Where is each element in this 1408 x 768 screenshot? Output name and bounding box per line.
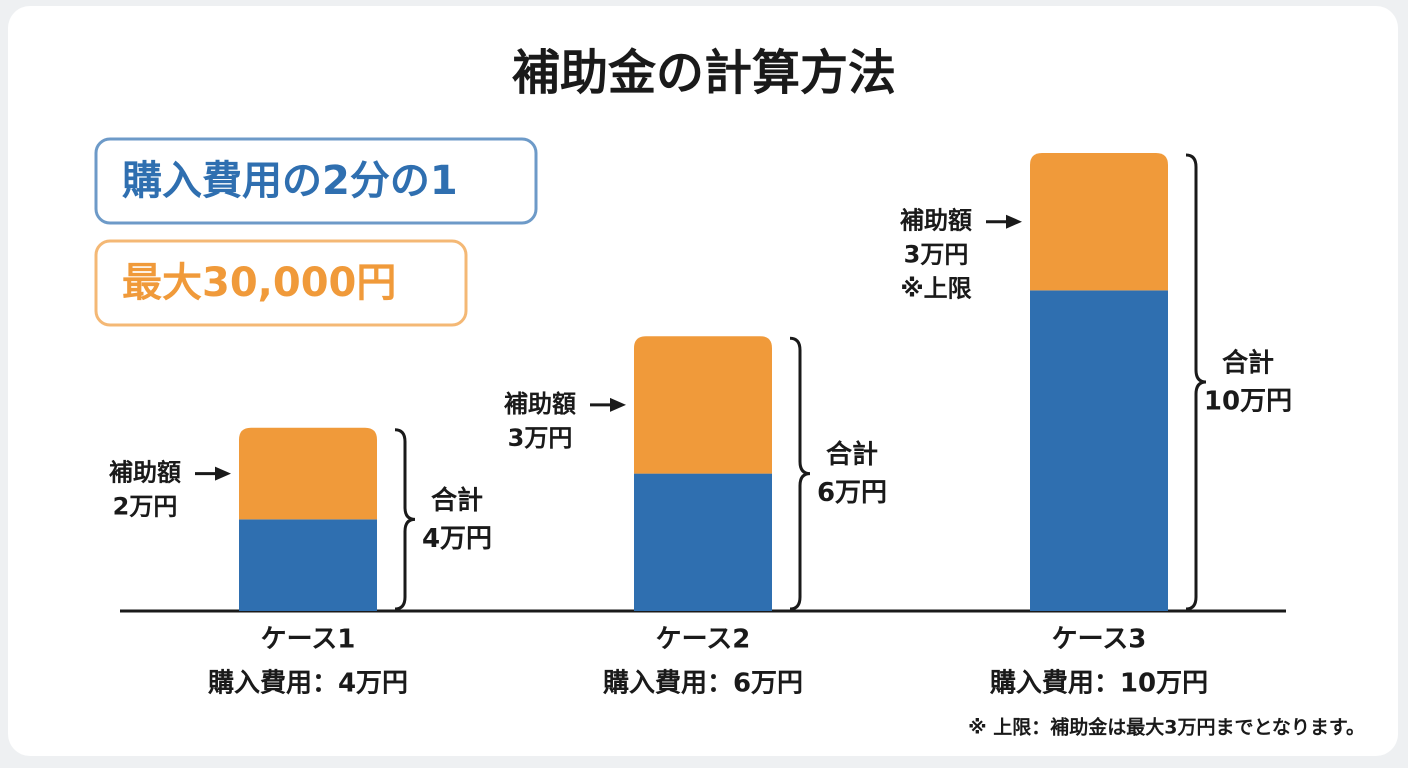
bar-segment — [1030, 290, 1168, 611]
category-note: 購入費用：4万円 — [208, 669, 408, 699]
chart-title: 補助金の計算方法 — [512, 45, 896, 101]
subsidy-value: 3万円 — [508, 424, 573, 452]
footnote: ※ 上限：補助金は最大3万円までとなります。 — [968, 716, 1365, 739]
total-value: 6万円 — [817, 478, 887, 508]
category-note: 購入費用：10万円 — [990, 669, 1208, 699]
x-tick-label: ケース2 — [656, 625, 751, 655]
x-tick-label: ケース3 — [1052, 625, 1147, 655]
total-brace — [394, 428, 416, 611]
x-tick-label: ケース1 — [261, 625, 356, 655]
bar-segment — [239, 427, 377, 520]
arrow-head — [610, 397, 626, 412]
subsidy-label: 補助額 — [899, 207, 972, 235]
total-label: 合計 — [431, 485, 483, 516]
total-label: 合計 — [826, 439, 878, 470]
total-brace — [1185, 153, 1207, 611]
subsidy-value: 2万円 — [113, 493, 178, 521]
arrow-head — [215, 466, 231, 481]
bar-segment — [1030, 153, 1168, 291]
rule-text: 購入費用の2分の1 — [122, 158, 458, 204]
bar-segment — [634, 336, 772, 474]
rule-box — [94, 239, 468, 327]
subsidy-label: 補助額 — [503, 390, 576, 418]
rule-text: 最大30,000円 — [122, 260, 396, 306]
rule-box — [94, 137, 538, 225]
total-value: 10万円 — [1204, 387, 1292, 417]
bar-segment — [239, 519, 377, 611]
category-note: 購入費用：6万円 — [603, 669, 803, 699]
subsidy-note: ※上限 — [900, 275, 971, 303]
bar-segment — [634, 473, 772, 611]
subsidy-value: 3万円 — [904, 241, 969, 269]
total-value: 4万円 — [422, 524, 492, 554]
subsidy-label: 補助額 — [108, 459, 181, 487]
total-brace — [789, 336, 811, 611]
total-label: 合計 — [1222, 348, 1274, 379]
arrow-head — [1006, 214, 1022, 229]
